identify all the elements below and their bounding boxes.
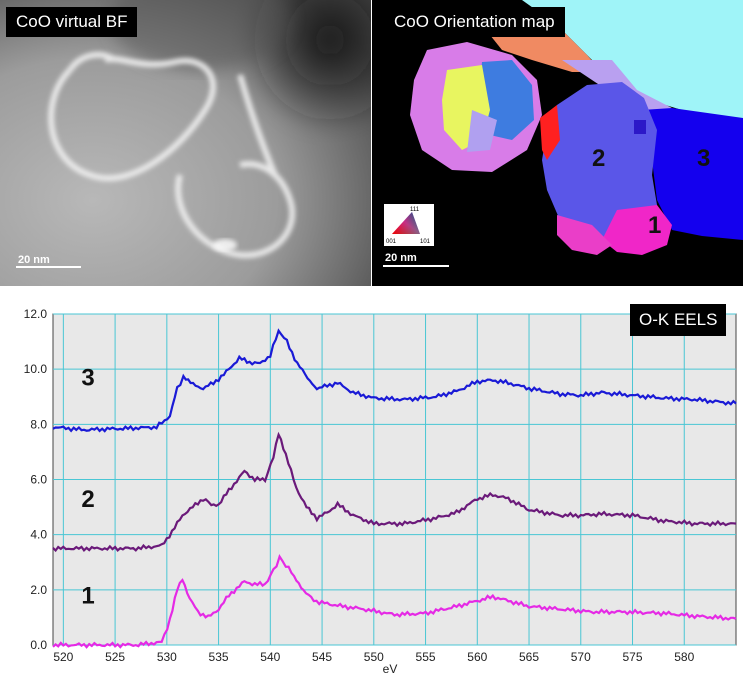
grain-label-1: 1: [648, 212, 661, 239]
x-tick-label: 540: [260, 650, 280, 664]
chart-title: O-K EELS: [630, 304, 727, 336]
grain-3: [642, 108, 743, 240]
x-tick-label: 555: [416, 650, 436, 664]
series-label-2: 2: [81, 486, 94, 513]
series-label-1: 1: [81, 582, 94, 609]
bf-micrograph: [0, 0, 371, 286]
x-tick-label: 570: [571, 650, 591, 664]
om-scale-bar: [383, 265, 449, 267]
y-tick-label: 10.0: [24, 362, 48, 376]
series-label-3: 3: [81, 364, 94, 391]
x-tick-label: 550: [364, 650, 384, 664]
x-tick-label: 560: [467, 650, 487, 664]
y-tick-label: 12.0: [24, 307, 48, 321]
x-tick-label: 525: [105, 650, 125, 664]
ipf-color-key: 111 001 101: [384, 204, 434, 246]
x-axis-label: eV: [383, 662, 398, 676]
bf-scale-bar: [16, 266, 81, 268]
orientation-title: CoO Orientation map: [384, 7, 565, 37]
y-tick-label: 6.0: [30, 473, 47, 487]
lilac-subgrain: [467, 110, 497, 152]
ipf-001-label: 001: [386, 239, 397, 245]
bf-scale-label: 20 nm: [18, 254, 50, 266]
x-tick-label: 545: [312, 650, 332, 664]
y-tick-label: 8.0: [30, 417, 47, 431]
series-line-2: [52, 431, 737, 553]
red-boundary: [540, 105, 560, 160]
cyan-grain: [522, 0, 743, 125]
grain-1: [602, 205, 672, 255]
y-tick-label: 4.0: [30, 528, 47, 542]
series-lines: [52, 328, 737, 649]
x-axis-ticks: 520 525 530 535 540 545 550 555 560 565 570 575 580: [53, 650, 694, 664]
x-tick-label: 575: [622, 650, 642, 664]
bf-title: CoO virtual BF: [6, 7, 138, 37]
series-labels: 3 2 1: [81, 364, 94, 609]
orientation-map-image: 2 3 1 111 001 101 CoO Orient: [372, 0, 743, 286]
x-tick-label: 535: [209, 650, 229, 664]
ipf-111-label: 111: [410, 207, 420, 213]
orientation-map: 2 3 1 111 001 101: [372, 0, 743, 286]
grain-label-2: 2: [592, 145, 605, 172]
x-tick-label: 520: [53, 650, 73, 664]
grain-label-3: 3: [697, 145, 710, 172]
series-line-3: [52, 328, 737, 433]
y-tick-label: 2.0: [30, 583, 47, 597]
virtual-bf-image: CoO virtual BF 20 nm: [0, 0, 371, 286]
y-tick-label: 0.0: [30, 638, 47, 652]
series-line-1: [52, 554, 737, 649]
pink-edge: [557, 215, 612, 255]
x-tick-label: 580: [674, 650, 694, 664]
x-tick-label: 530: [157, 650, 177, 664]
eels-chart: 0.02.04.06.08.010.012.0 520 525 530 535 540 5…: [24, 307, 737, 676]
y-axis-ticks: 0.0 2.0 4.0 6.0 8.0 10.0 12.0: [24, 307, 48, 652]
grain-2: [542, 82, 657, 240]
x-tick-label: 565: [519, 650, 539, 664]
om-scale-label: 20 nm: [385, 252, 417, 264]
ipf-101-label: 101: [420, 239, 431, 245]
dark-spot: [634, 120, 646, 134]
grid-lines: [53, 313, 736, 646]
